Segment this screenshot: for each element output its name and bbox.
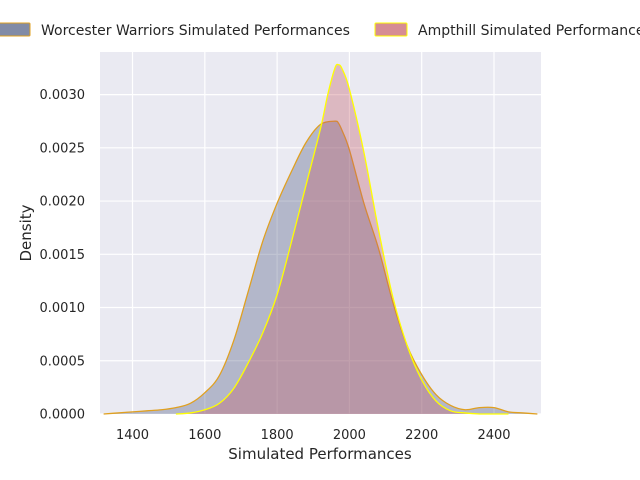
density-areas bbox=[103, 63, 538, 415]
x-axis: 1400 1600 1800 2000 2200 2400 bbox=[116, 428, 511, 443]
legend-label-ampthill: Ampthill Simulated Performances bbox=[418, 23, 640, 39]
legend-label-worcester: Worcester Warriors Simulated Performance… bbox=[41, 23, 350, 39]
x-tick-label: 1600 bbox=[188, 428, 221, 443]
x-tick-label: 2200 bbox=[405, 428, 438, 443]
legend: Worcester Warriors Simulated Performance… bbox=[0, 22, 640, 39]
x-tick-label: 2400 bbox=[477, 428, 510, 443]
density-line-worcester bbox=[103, 120, 538, 415]
y-tick-label: 0.0000 bbox=[40, 408, 86, 423]
x-tick-label: 2000 bbox=[333, 428, 366, 443]
y-tick-label: 0.0015 bbox=[40, 248, 86, 263]
x-tick-label: 1400 bbox=[116, 428, 149, 443]
legend-swatch-worcester bbox=[0, 22, 31, 37]
density-area-ampthill bbox=[175, 64, 509, 414]
density-area-worcester bbox=[103, 121, 538, 415]
y-tick-label: 0.0030 bbox=[40, 88, 86, 103]
x-tick-label: 1800 bbox=[261, 428, 294, 443]
y-tick-label: 0.0025 bbox=[40, 141, 86, 156]
grid bbox=[100, 52, 541, 415]
x-axis-label: Simulated Performances bbox=[228, 445, 412, 463]
legend-swatch-ampthill bbox=[374, 22, 408, 37]
density-line-ampthill bbox=[175, 63, 509, 415]
y-tick-label: 0.0005 bbox=[40, 354, 86, 369]
plot-background bbox=[100, 52, 541, 414]
y-axis-label: Density bbox=[17, 204, 35, 261]
y-tick-label: 0.0010 bbox=[40, 301, 86, 316]
y-axis: 0.0000 0.0005 0.0010 0.0015 0.0020 0.0025 0.00… bbox=[40, 88, 86, 422]
y-tick-label: 0.0020 bbox=[40, 195, 86, 210]
